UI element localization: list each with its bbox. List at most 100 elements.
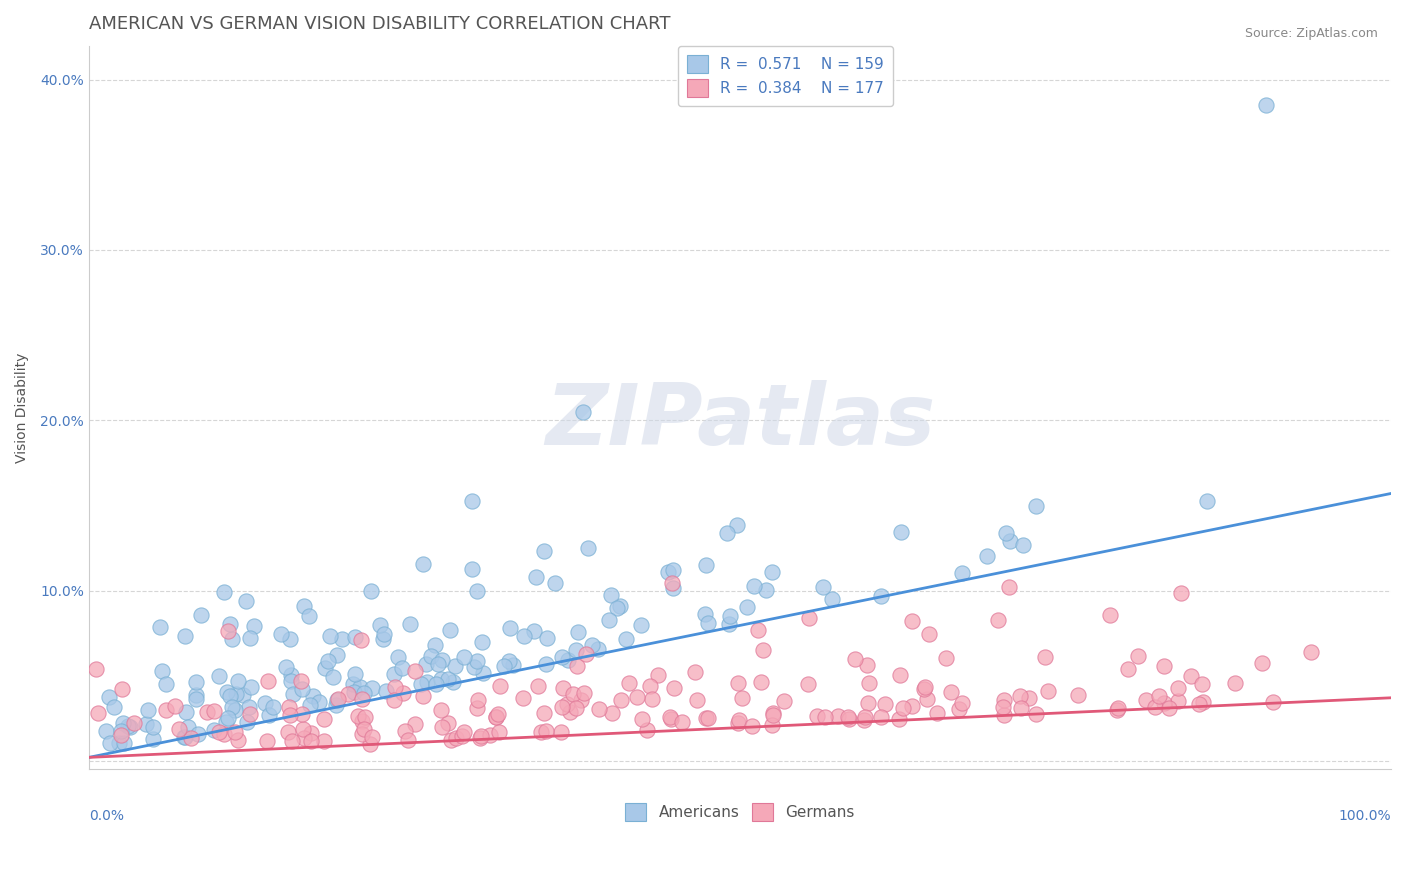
Point — [354, 709, 377, 723]
Point — [1135, 692, 1157, 706]
Point — [453, 649, 475, 664]
Point — [277, 725, 299, 739]
Point — [551, 649, 574, 664]
Point — [735, 599, 758, 614]
Point — [444, 731, 467, 745]
Point — [747, 623, 769, 637]
Point — [180, 731, 202, 746]
Point — [420, 648, 443, 663]
Point — [614, 632, 637, 646]
Point — [855, 658, 877, 673]
Point — [914, 681, 936, 695]
Point — [280, 673, 302, 688]
Point — [773, 694, 796, 708]
Point — [239, 680, 262, 694]
Point — [524, 570, 547, 584]
Point — [314, 661, 336, 675]
Point — [693, 607, 716, 622]
Point — [292, 599, 315, 614]
Point — [631, 712, 654, 726]
Point — [987, 613, 1010, 627]
Point — [1192, 695, 1215, 709]
Point — [935, 650, 957, 665]
Point — [280, 668, 302, 682]
Point — [262, 699, 284, 714]
Point — [486, 706, 509, 721]
Point — [581, 638, 603, 652]
Point — [731, 691, 754, 706]
Point — [167, 723, 190, 737]
Point — [208, 725, 231, 739]
Point — [290, 673, 312, 688]
Point — [498, 654, 520, 668]
Point — [391, 661, 413, 675]
Point — [526, 679, 548, 693]
Point — [950, 566, 973, 581]
Point — [384, 680, 406, 694]
Point — [195, 706, 218, 720]
Point — [662, 581, 685, 595]
Point — [465, 701, 488, 715]
Point — [349, 680, 371, 694]
Point — [226, 673, 249, 688]
Point — [177, 721, 200, 735]
Point — [588, 702, 610, 716]
Point — [870, 710, 893, 724]
Point — [659, 709, 682, 723]
Point — [662, 681, 685, 695]
Point — [122, 715, 145, 730]
Point — [202, 704, 225, 718]
Point — [437, 716, 460, 731]
Point — [572, 404, 595, 418]
Point — [630, 617, 652, 632]
Point — [236, 715, 259, 730]
Point — [683, 665, 706, 680]
Point — [224, 724, 246, 739]
Point — [564, 701, 586, 715]
Point — [368, 618, 391, 632]
Point — [950, 696, 973, 710]
Point — [534, 657, 557, 671]
Point — [1107, 700, 1129, 714]
Point — [727, 716, 749, 731]
Point — [619, 676, 641, 690]
Point — [292, 731, 315, 746]
Point — [84, 662, 107, 676]
Point — [441, 675, 464, 690]
Point — [686, 693, 709, 707]
Point — [174, 705, 197, 719]
Point — [1263, 695, 1285, 709]
Point — [204, 723, 226, 738]
Point — [1099, 608, 1122, 623]
Point — [416, 675, 439, 690]
Point — [492, 659, 515, 673]
Point — [661, 576, 683, 591]
Point — [564, 643, 586, 657]
Point — [1116, 662, 1139, 676]
Point — [994, 526, 1017, 541]
Point — [415, 657, 437, 672]
Point — [610, 693, 633, 707]
Point — [342, 685, 364, 699]
Point — [925, 706, 948, 720]
Point — [606, 600, 628, 615]
Point — [513, 629, 536, 643]
Point — [224, 702, 246, 716]
Point — [749, 675, 772, 690]
Point — [277, 700, 299, 714]
Point — [806, 708, 828, 723]
Point — [404, 717, 426, 731]
Point — [136, 703, 159, 717]
Point — [186, 689, 208, 703]
Point — [891, 701, 914, 715]
Point — [558, 705, 581, 719]
Point — [471, 635, 494, 649]
Point — [873, 697, 896, 711]
Point — [727, 675, 749, 690]
Point — [602, 706, 624, 720]
Point — [533, 706, 555, 721]
Point — [325, 698, 347, 712]
Point — [572, 686, 595, 700]
Point — [97, 690, 120, 704]
Point — [576, 541, 599, 556]
